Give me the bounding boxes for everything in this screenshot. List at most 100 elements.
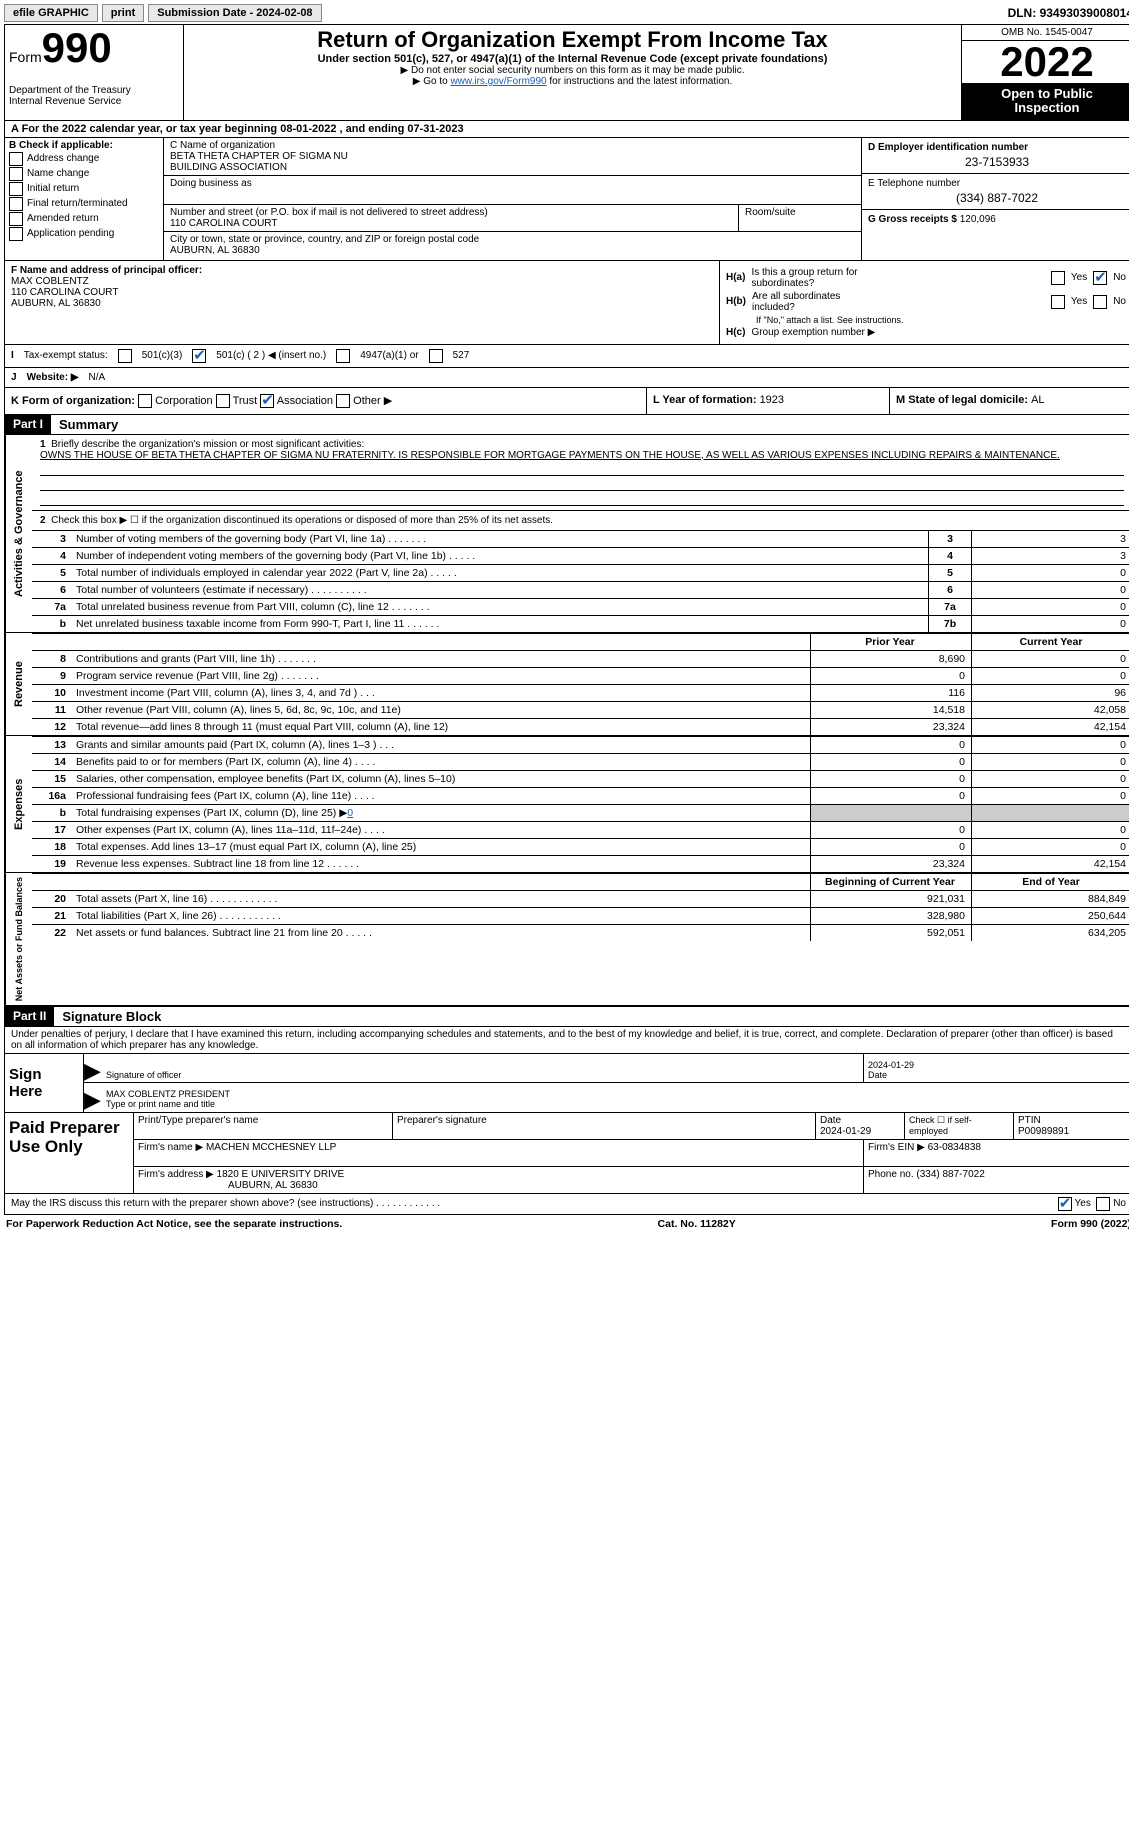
ha-yes-checkbox[interactable] [1051,271,1065,285]
address-label: Number and street (or P.O. box if mail i… [170,207,732,218]
firm-name: MACHEN MCCHESNEY LLP [206,1142,336,1153]
ha-no-checkbox[interactable] [1093,271,1107,285]
table-row: 14Benefits paid to or for members (Part … [32,753,1129,770]
period-end: 07-31-2023 [407,123,463,135]
form-note-2: ▶ Go to www.irs.gov/Form990 for instruct… [190,76,955,87]
form-of-org: K Form of organization: Corporation Trus… [5,388,647,414]
address-change-checkbox[interactable] [9,152,23,166]
beginning-year-header: Beginning of Current Year [811,873,972,890]
discuss-row: May the IRS discuss this return with the… [5,1193,1129,1214]
hb-note: If "No," attach a list. See instructions… [726,315,1126,325]
corp-checkbox[interactable] [138,394,152,408]
city-label: City or town, state or province, country… [170,234,855,245]
part1-header: Part I Summary [5,414,1129,435]
preparer-date: 2024-01-29 [820,1126,871,1137]
application-pending-checkbox[interactable] [9,227,23,241]
ein-label: D Employer identification number [868,142,1126,153]
4947-checkbox[interactable] [336,349,350,363]
tax-period: A For the 2022 calendar year, or tax yea… [5,120,1129,137]
net-assets-section: Net Assets or Fund Balances Beginning of… [5,873,1129,1006]
tax-year: 2022 [962,41,1129,83]
sign-here-block: Sign Here ▶ Signature of officer 2024-01… [5,1053,1129,1112]
name-change-checkbox[interactable] [9,167,23,181]
hc-label: Group exemption number ▶ [751,327,875,338]
phone-value: (334) 887-7022 [868,191,1126,205]
arrow-icon: ▶ [84,1054,102,1082]
header-right: OMB No. 1545-0047 2022 Open to PublicIns… [961,25,1129,120]
officer-name: MAX COBLENTZ [11,276,713,287]
period-begin: 08-01-2022 [280,123,336,135]
amended-return-checkbox[interactable] [9,212,23,226]
catalog-number: Cat. No. 11282Y [658,1218,736,1230]
col-de: D Employer identification number 23-7153… [861,138,1129,260]
table-row: 8Contributions and grants (Part VIII, li… [32,650,1129,667]
table-row: 15Salaries, other compensation, employee… [32,770,1129,787]
table-row: 9Program service revenue (Part VIII, lin… [32,667,1129,684]
year-formation: L Year of formation: 1923 [647,388,890,414]
firm-address-2: AUBURN, AL 36830 [228,1180,318,1191]
table-row: 7aTotal unrelated business revenue from … [32,598,1129,615]
irs-link[interactable]: www.irs.gov/Form990 [450,76,546,87]
dln: DLN: 93493039008014 [1008,6,1129,20]
sign-date-label: Date [868,1070,1128,1080]
self-employed-check: Check ☐ if self-employed [905,1113,1014,1139]
print-button[interactable]: print [102,4,144,22]
table-row: 16aProfessional fundraising fees (Part I… [32,787,1129,804]
527-checkbox[interactable] [429,349,443,363]
website-value: N/A [89,372,106,383]
form-subtitle: Under section 501(c), 527, or 4947(a)(1)… [190,53,955,65]
trust-checkbox[interactable] [216,394,230,408]
other-checkbox[interactable] [336,394,350,408]
principal-officer: F Name and address of principal officer:… [5,261,720,344]
form-header: Form990 Department of the Treasury Inter… [5,25,1129,120]
mission-text: OWNS THE HOUSE OF BETA THETA CHAPTER OF … [40,450,1060,461]
vtab-expenses: Expenses [5,736,32,872]
col-c-org-info: C Name of organization BETA THETA CHAPTE… [164,138,861,260]
final-return-checkbox[interactable] [9,197,23,211]
website-row: J Website: ▶ N/A [5,367,1129,387]
org-name-2: BUILDING ASSOCIATION [170,162,855,173]
table-row: 13Grants and similar amounts paid (Part … [32,736,1129,753]
table-row: 20Total assets (Part X, line 16) . . . .… [32,890,1129,907]
expenses-table: 13Grants and similar amounts paid (Part … [32,736,1129,872]
hb-yes-checkbox[interactable] [1051,295,1065,309]
vtab-activities: Activities & Governance [5,435,32,632]
city-value: AUBURN, AL 36830 [170,245,855,256]
pra-notice: For Paperwork Reduction Act Notice, see … [6,1218,342,1230]
signature-label: Signature of officer [106,1070,859,1080]
address-value: 110 CAROLINA COURT [170,218,732,229]
table-row: 10Investment income (Part VIII, column (… [32,684,1129,701]
table-row: 21Total liabilities (Part X, line 26) . … [32,907,1129,924]
vtab-revenue: Revenue [5,633,32,735]
net-assets-table: Beginning of Current Year End of Year 20… [32,873,1129,941]
discuss-text: May the IRS discuss this return with the… [11,1198,1058,1209]
col-b-header: B Check if applicable: [9,140,159,151]
firm-ein: 63-0834838 [928,1142,981,1153]
perjury-declaration: Under penalties of perjury, I declare th… [5,1027,1129,1053]
officer-group-row: F Name and address of principal officer:… [5,260,1129,344]
discuss-yes-checkbox[interactable] [1058,1197,1072,1211]
sign-date-value: 2024-01-29 [868,1060,1128,1070]
hb-no-checkbox[interactable] [1093,295,1107,309]
dba-label: Doing business as [164,176,861,205]
form-footer-label: Form 990 (2022) [1051,1218,1129,1230]
paid-preparer-block: Paid Preparer Use Only Print/Type prepar… [5,1112,1129,1193]
initial-return-checkbox[interactable] [9,182,23,196]
arrow-icon: ▶ [84,1083,102,1111]
501c-checkbox[interactable] [192,349,206,363]
preparer-name-label: Print/Type preparer's name [134,1113,393,1139]
501c3-checkbox[interactable] [118,349,132,363]
dln-value: 93493039008014 [1040,6,1129,20]
org-info-grid: B Check if applicable: Address change Na… [5,137,1129,260]
assoc-checkbox[interactable] [260,394,274,408]
discuss-no-checkbox[interactable] [1096,1197,1110,1211]
dept-irs: Internal Revenue Service [9,96,179,107]
table-row: bTotal fundraising expenses (Part IX, co… [32,804,1129,821]
form-container: Form990 Department of the Treasury Inter… [4,24,1129,1215]
header-center: Return of Organization Exempt From Incom… [184,25,961,120]
header-left: Form990 Department of the Treasury Inter… [5,25,184,120]
table-row: 17Other expenses (Part IX, column (A), l… [32,821,1129,838]
table-row: 5Total number of individuals employed in… [32,564,1129,581]
table-row: 11Other revenue (Part VIII, column (A), … [32,701,1129,718]
table-row: 3Number of voting members of the governi… [32,530,1129,547]
